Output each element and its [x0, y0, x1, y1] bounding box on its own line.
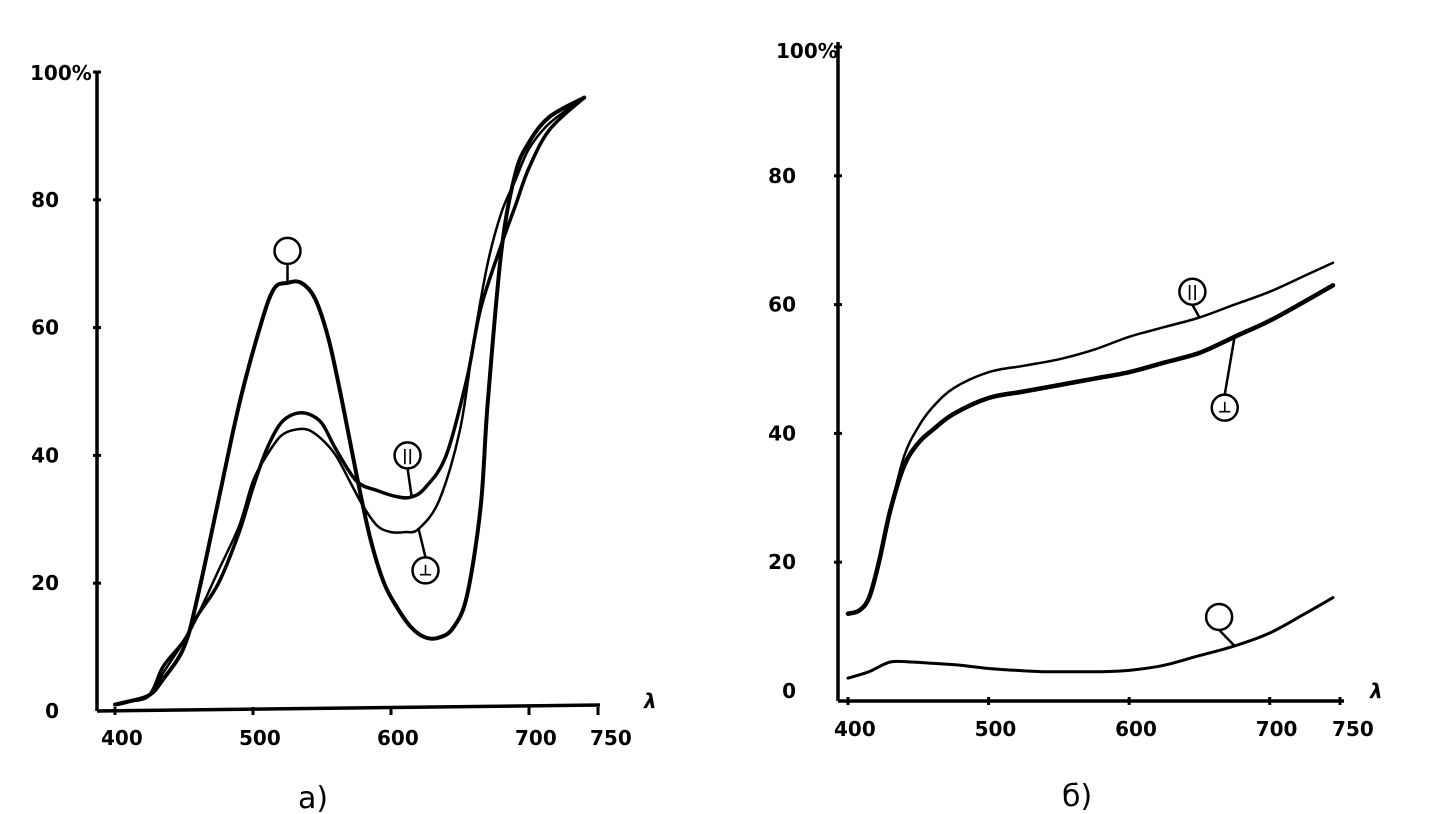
y-tick-label: 20	[768, 550, 796, 574]
x-tick-label: 600	[377, 726, 419, 750]
series-marker-stem	[1191, 304, 1201, 319]
y-tick-label: 0	[45, 699, 59, 723]
series-marker-stem	[1218, 629, 1236, 647]
series-marker-label: ||	[402, 446, 413, 465]
series-marker-circle	[1178, 277, 1207, 306]
x-axis	[96, 703, 601, 713]
panel-label-b: б)	[1062, 779, 1092, 814]
series-marker-circle	[411, 556, 440, 585]
series-line	[113, 95, 587, 707]
series-marker-stem	[406, 468, 413, 498]
series-marker-stem	[417, 528, 427, 558]
y-tick-label: 60	[31, 316, 59, 340]
x-tick-label: 500	[239, 726, 281, 750]
panel-label-a: а)	[298, 781, 328, 814]
chart-panel-a: 0 20 40 60 80 100% 400 500 600 700 750 || ⊥ λ а)	[30, 61, 657, 814]
series-marker-label: ⊥	[419, 561, 433, 579]
series-marker-circle	[393, 441, 422, 470]
y-tick-label: 80	[768, 164, 796, 188]
x-tick-label: 750	[590, 726, 632, 750]
series-marker-label: ||	[1187, 283, 1198, 302]
chart-panel-b: 0 20 40 60 80 100% 400 500 600 700 750 || ⊥ λ б)	[768, 39, 1383, 814]
y-tick-label: 0	[782, 679, 796, 703]
y-tick-label: 20	[31, 571, 59, 595]
series-line	[845, 283, 1336, 616]
series-marker-circle	[1204, 602, 1234, 632]
series-line	[113, 95, 586, 707]
x-tick-label: 400	[101, 726, 143, 750]
series-line	[113, 96, 586, 706]
x-tick-label: 700	[515, 726, 557, 750]
y-tick-label: 60	[768, 293, 796, 317]
series-marker-circle	[1210, 393, 1239, 422]
y-tick-label: 100%	[30, 61, 92, 85]
x-tick-label: 400	[834, 717, 876, 741]
x-tick-label: 500	[975, 717, 1017, 741]
y-tick-label: 40	[31, 443, 59, 467]
x-tick-label: 600	[1115, 717, 1157, 741]
series-marker-circle	[273, 236, 302, 266]
y-tick-label: 100%	[776, 39, 838, 63]
x-tick-label: 700	[1256, 717, 1298, 741]
x-axis-label: λ	[1369, 679, 1383, 703]
x-tick-label: 750	[1332, 717, 1374, 741]
x-axis-label: λ	[643, 689, 657, 713]
series-line	[846, 596, 1335, 680]
y-tick-label: 80	[31, 188, 59, 212]
y-tick-label: 40	[768, 421, 796, 445]
series-marker-stem	[1223, 336, 1236, 395]
series-marker-label: ⊥	[1218, 399, 1232, 417]
